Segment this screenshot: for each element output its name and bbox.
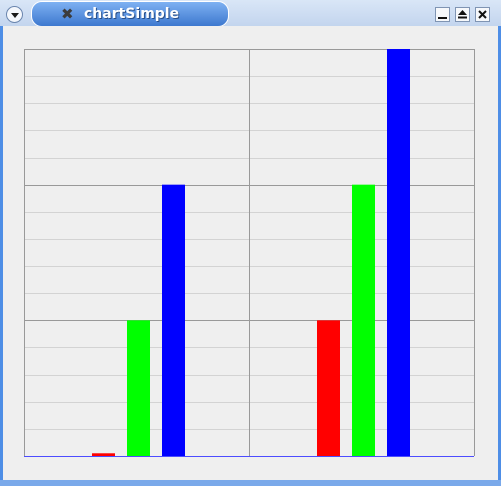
bar <box>352 184 375 456</box>
close-icon <box>478 10 487 19</box>
bar <box>317 320 340 456</box>
bar <box>127 320 150 456</box>
chevron-down-icon[interactable] <box>6 6 23 23</box>
window-frame-right <box>498 26 501 486</box>
bar <box>92 453 115 456</box>
title-bar[interactable]: ✖ chartSimple <box>0 0 501 27</box>
maximize-icon <box>458 10 467 19</box>
maximize-button[interactable] <box>455 7 470 22</box>
window-title: chartSimple <box>84 6 180 22</box>
app-icon: ✖ <box>61 5 74 23</box>
minimize-button[interactable] <box>435 7 450 22</box>
close-button[interactable] <box>475 7 490 22</box>
bar <box>387 49 410 456</box>
window-frame-left <box>0 26 3 486</box>
window-frame-bottom <box>0 480 501 486</box>
title-tab[interactable]: ✖ chartSimple <box>31 1 229 27</box>
bar-chart <box>24 49 475 457</box>
chart-area <box>3 26 498 480</box>
bar <box>162 184 185 456</box>
minimize-icon <box>438 17 447 19</box>
